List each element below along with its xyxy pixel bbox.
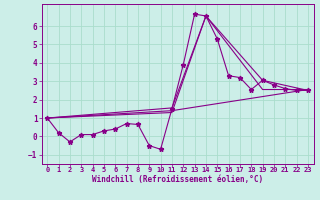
X-axis label: Windchill (Refroidissement éolien,°C): Windchill (Refroidissement éolien,°C) (92, 175, 263, 184)
